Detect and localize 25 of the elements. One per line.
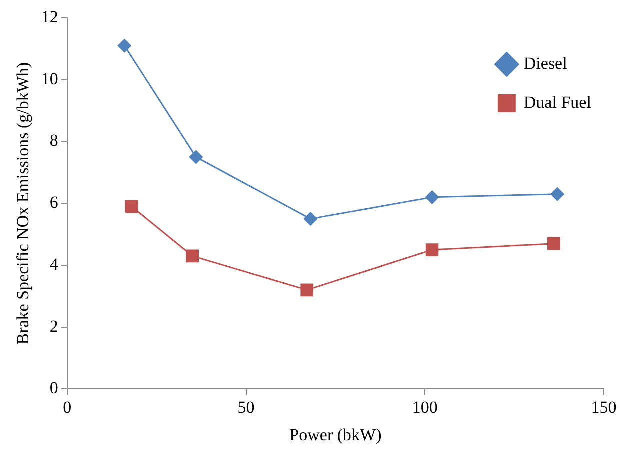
x-axis-title: Power (bkW) bbox=[290, 425, 382, 444]
y-tick-label: 10 bbox=[41, 69, 58, 88]
legend-label: Diesel bbox=[524, 54, 568, 73]
point bbox=[118, 39, 132, 53]
legend-label: Dual Fuel bbox=[524, 92, 592, 112]
point bbox=[189, 150, 203, 164]
y-tick-label: 12 bbox=[41, 7, 58, 26]
point bbox=[426, 244, 439, 256]
x-tick-label: 50 bbox=[238, 398, 255, 417]
point bbox=[300, 284, 314, 297]
y-tick-label: 2 bbox=[50, 316, 58, 336]
x-tick-label: 100 bbox=[412, 398, 438, 417]
y-tick-label: 0 bbox=[50, 378, 58, 398]
y-tick-label: 8 bbox=[50, 131, 58, 150]
point bbox=[548, 237, 560, 250]
point bbox=[550, 188, 564, 202]
point bbox=[426, 190, 440, 204]
x-tick-label: 150 bbox=[591, 398, 617, 417]
y-tick-label: 6 bbox=[50, 193, 58, 212]
y-tick-label: 4 bbox=[50, 254, 59, 274]
point bbox=[186, 250, 200, 263]
y-axis-title: Brake Specific NOx Emissions (g/bkWh) bbox=[14, 62, 33, 345]
x-tick-label: 0 bbox=[63, 398, 72, 417]
point bbox=[125, 200, 138, 214]
point bbox=[304, 212, 318, 226]
